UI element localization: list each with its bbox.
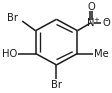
Text: N: N	[87, 18, 95, 28]
Text: Br: Br	[7, 13, 18, 23]
Text: HO: HO	[2, 49, 17, 58]
Text: Me: Me	[94, 49, 108, 58]
Text: Br: Br	[51, 80, 62, 90]
Text: +: +	[93, 17, 99, 23]
Text: O: O	[103, 18, 110, 28]
Text: O: O	[87, 2, 95, 12]
Text: -: -	[105, 15, 108, 25]
